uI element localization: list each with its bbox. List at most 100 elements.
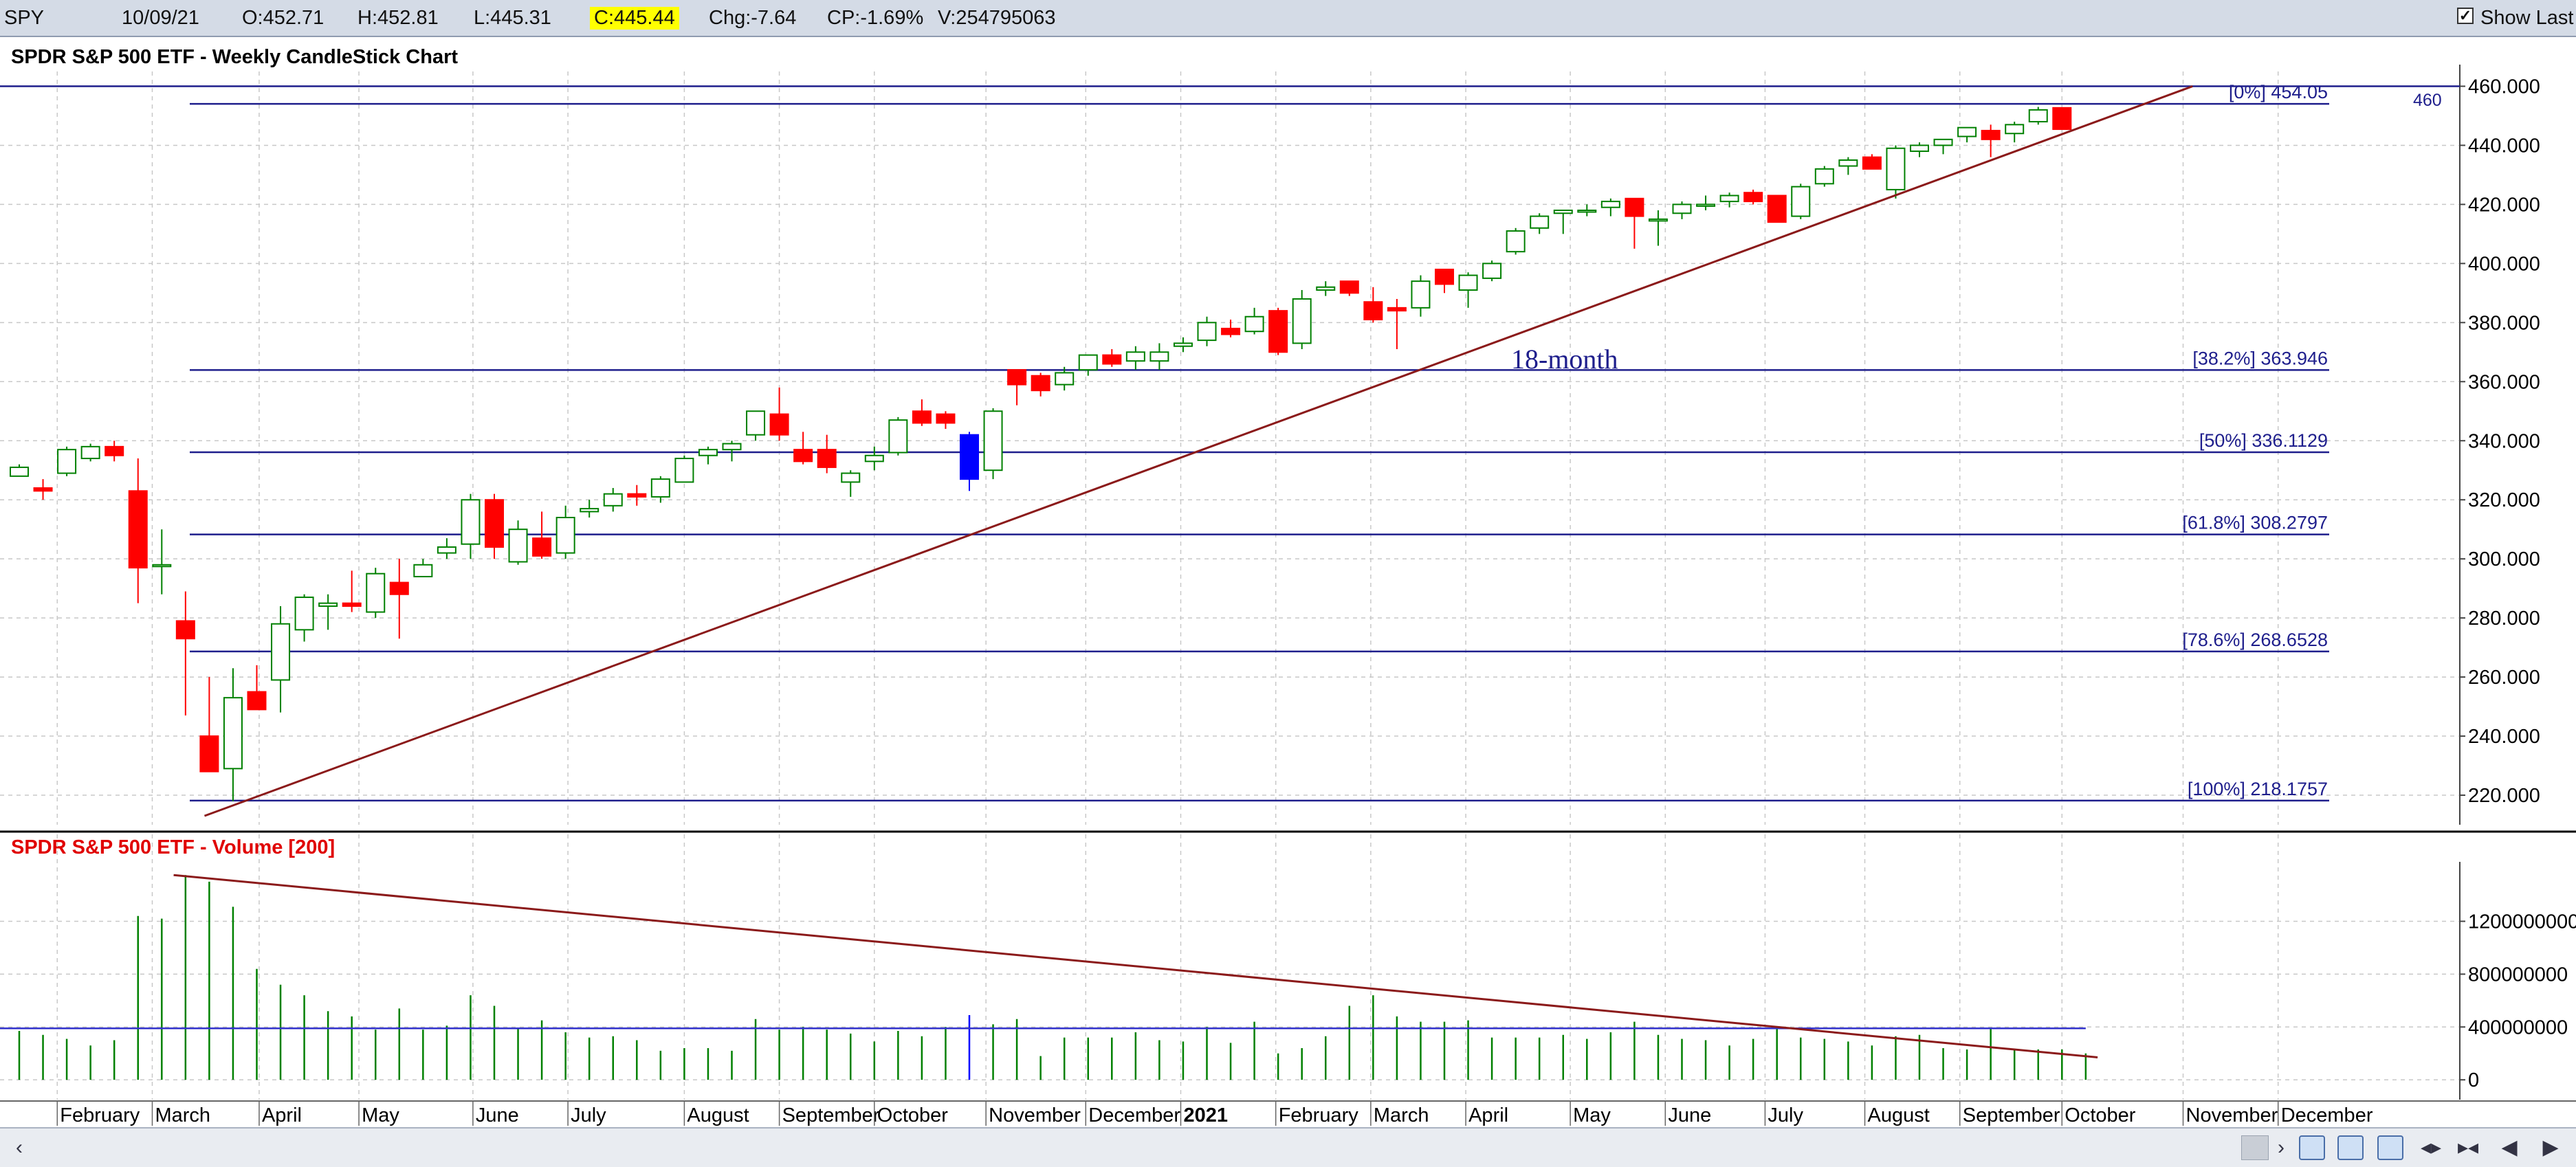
price-tick-label-8: 380.000 bbox=[2468, 312, 2540, 334]
expand-icon[interactable]: ◂▸ bbox=[2420, 1136, 2442, 1159]
candle-body-16 bbox=[389, 581, 409, 595]
candle-body-38 bbox=[912, 410, 932, 424]
candle-body-55 bbox=[1316, 286, 1336, 291]
x-label-17: July bbox=[1768, 1104, 1803, 1126]
volume-trendline bbox=[173, 874, 2098, 1058]
candlestick-series bbox=[10, 107, 2072, 801]
volume-tick-label-3: 1200000000 bbox=[2468, 911, 2576, 933]
price-grid bbox=[0, 71, 2460, 825]
candle-body-29 bbox=[698, 449, 718, 456]
x-label-4: June bbox=[476, 1104, 519, 1126]
price-tick-label-7: 360.000 bbox=[2468, 371, 2540, 393]
fib-label-4: [78.6%] 268.6528 bbox=[2182, 630, 2328, 650]
x-label-18: August bbox=[1868, 1104, 1930, 1126]
candle-body-62 bbox=[1482, 263, 1502, 279]
scrollbar[interactable]: ‹ › ◂▸ ▸◂ ◀ ▶ bbox=[0, 1127, 2576, 1167]
candle-body-84 bbox=[2005, 124, 2025, 135]
x-label-22: December bbox=[2281, 1104, 2373, 1126]
scroll-thumb[interactable] bbox=[2241, 1135, 2269, 1160]
candle-body-40 bbox=[960, 434, 979, 480]
x-axis: February March April May June July August Septe… bbox=[56, 1101, 2373, 1126]
candle-body-1 bbox=[33, 487, 53, 492]
candle-body-58 bbox=[1387, 307, 1407, 312]
forward-icon[interactable]: ▶ bbox=[2542, 1136, 2559, 1159]
chart-area[interactable]: SPDR S&P 500 ETF - Weekly CandleStick Ch… bbox=[0, 37, 2576, 1127]
candle-body-82 bbox=[1957, 126, 1977, 137]
price-panel: SPDR S&P 500 ETF - Weekly CandleStick Ch… bbox=[0, 46, 2540, 825]
candle-body-42 bbox=[1007, 369, 1027, 386]
show-last-checkbox[interactable]: ✓ bbox=[2457, 8, 2474, 24]
candle-body-34 bbox=[817, 449, 837, 468]
candle-body-14 bbox=[342, 602, 362, 607]
candle-body-68 bbox=[1625, 197, 1644, 217]
candle-body-77 bbox=[1838, 159, 1858, 167]
close-value: C:445.44 bbox=[590, 7, 679, 30]
candle-body-81 bbox=[1933, 138, 1953, 146]
candle-body-52 bbox=[1244, 315, 1264, 333]
candle-body-78 bbox=[1862, 156, 1882, 170]
fib-label-3: [61.8%] 308.2797 bbox=[2182, 513, 2328, 533]
fit-chart-icon[interactable] bbox=[2377, 1135, 2403, 1160]
price-tick-label-0: 220.000 bbox=[2468, 785, 2540, 807]
price-tick-label-6: 340.000 bbox=[2468, 430, 2540, 452]
candle-body-3 bbox=[80, 445, 100, 460]
fib-label-0: [0%] 454.05 bbox=[2229, 82, 2328, 102]
candle-body-33 bbox=[793, 449, 813, 463]
candle-body-12 bbox=[294, 597, 314, 631]
candle-body-30 bbox=[722, 443, 742, 451]
price-trendline-group[interactable]: 18-month bbox=[203, 85, 2193, 817]
candle-body-2 bbox=[57, 449, 77, 474]
compress-icon[interactable]: ▸◂ bbox=[2457, 1136, 2479, 1159]
fibonacci-retracement[interactable]: [0%] 454.05 [38.2%] 363.946 [50%] 336.1129… bbox=[0, 82, 2460, 802]
scroll-right-icon[interactable]: › bbox=[2278, 1136, 2285, 1159]
candle-body-25 bbox=[603, 493, 623, 507]
candle-body-20 bbox=[485, 499, 504, 548]
candle-body-43 bbox=[1031, 375, 1050, 392]
x-label-10: December bbox=[1088, 1104, 1180, 1126]
candle-body-39 bbox=[936, 413, 956, 424]
volume-trendline-group[interactable] bbox=[0, 874, 2098, 1058]
zoom-in-icon[interactable] bbox=[2299, 1135, 2325, 1160]
open-value: O:452.71 bbox=[242, 7, 324, 29]
change-value: Chg:-7.64 bbox=[709, 7, 797, 29]
candle-body-44 bbox=[1055, 372, 1075, 386]
candle-body-41 bbox=[983, 410, 1003, 471]
price-chart-title: SPDR S&P 500 ETF - Weekly CandleStick Ch… bbox=[11, 46, 458, 68]
price-axis: 220.000 240.000 260.000 280.000 300.000 320.0… bbox=[2459, 65, 2540, 825]
price-tick-label-5: 320.000 bbox=[2468, 489, 2540, 511]
candle-body-23 bbox=[555, 517, 575, 554]
candle-body-11 bbox=[271, 623, 291, 681]
show-last-label[interactable]: Show Last bbox=[2480, 7, 2574, 29]
symbol-label: SPY bbox=[4, 7, 45, 29]
candle-body-10 bbox=[247, 691, 267, 711]
x-label-7: September bbox=[782, 1104, 880, 1126]
zoom-out-icon[interactable] bbox=[2337, 1135, 2364, 1160]
quote-toolbar: SPY 10/09/21 O:452.71 H:452.81 L:445.31 … bbox=[0, 0, 2576, 37]
fib-label-2: [50%] 336.1129 bbox=[2199, 430, 2328, 451]
candle-body-31 bbox=[746, 410, 766, 436]
volume-tick-label-2: 800000000 bbox=[2468, 964, 2568, 986]
candle-body-73 bbox=[1743, 192, 1763, 203]
candle-body-46 bbox=[1102, 354, 1122, 365]
change-percent-value: CP:-1.69% bbox=[827, 7, 924, 29]
candle-body-83 bbox=[1981, 129, 2001, 140]
price-tick-label-10: 420.000 bbox=[2468, 194, 2540, 216]
candle-body-61 bbox=[1458, 274, 1478, 291]
candle-body-51 bbox=[1221, 327, 1241, 335]
candle-body-45 bbox=[1078, 354, 1098, 371]
candle-body-5 bbox=[128, 490, 148, 569]
candle-body-37 bbox=[888, 419, 908, 454]
back-icon[interactable]: ◀ bbox=[2501, 1136, 2518, 1159]
candle-body-22 bbox=[532, 537, 552, 557]
candle-body-26 bbox=[627, 493, 647, 498]
volume-bars bbox=[18, 875, 2087, 1080]
candle-body-65 bbox=[1553, 210, 1573, 214]
candle-body-64 bbox=[1530, 215, 1550, 229]
candle-body-85 bbox=[2028, 109, 2048, 123]
x-label-5: July bbox=[571, 1104, 606, 1126]
candle-body-70 bbox=[1672, 203, 1692, 214]
candle-body-63 bbox=[1506, 230, 1526, 253]
candle-body-86 bbox=[2052, 107, 2072, 131]
candle-body-6 bbox=[152, 564, 172, 568]
scroll-left-icon[interactable]: ‹ bbox=[16, 1136, 23, 1159]
